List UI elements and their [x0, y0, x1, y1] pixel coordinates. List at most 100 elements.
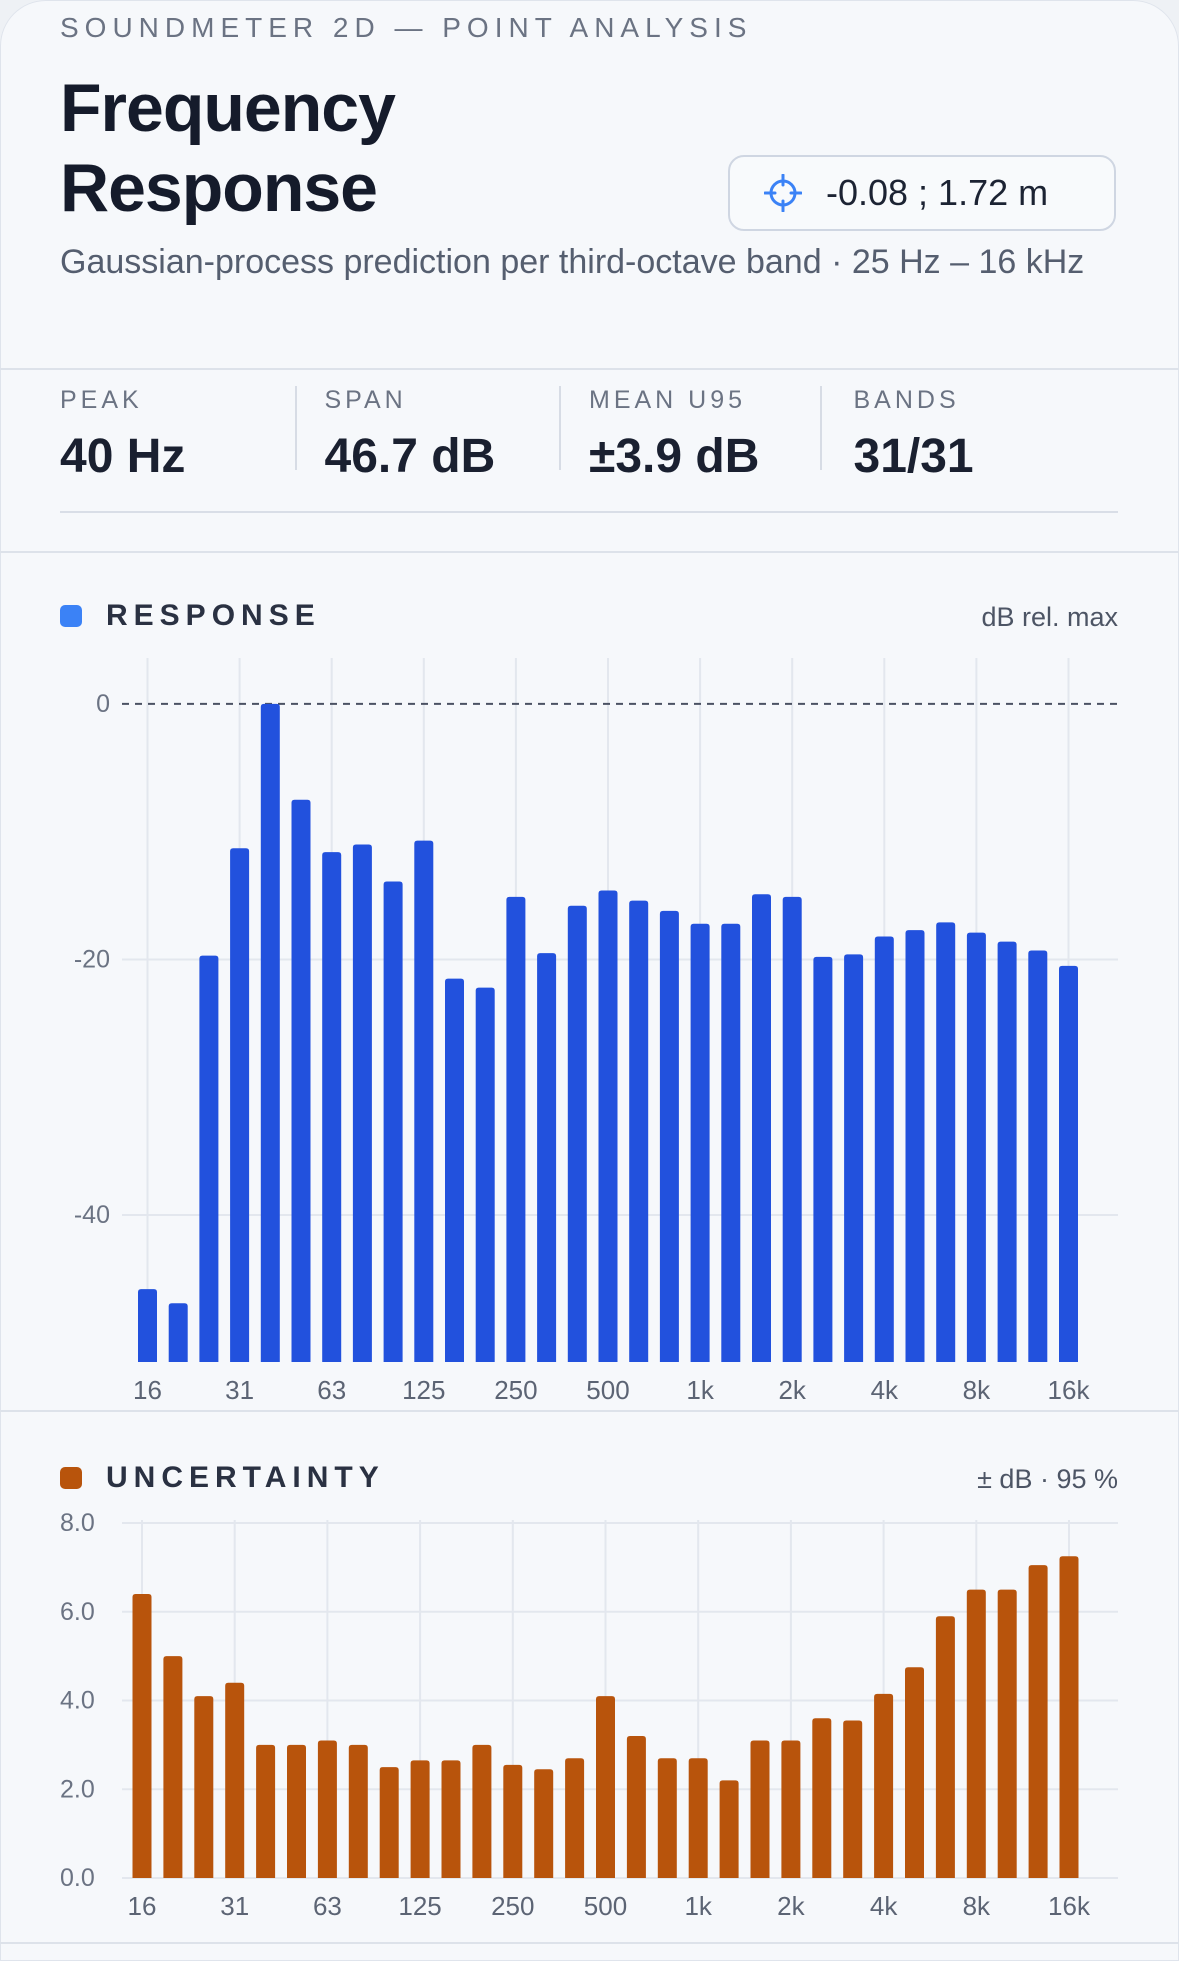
bar — [1028, 1565, 1048, 1878]
x-tick-label: 16 — [128, 1891, 157, 1921]
uncertainty-header: UNCERTAINTY — [60, 1461, 385, 1495]
page-subtitle: Gaussian-process prediction per third-oc… — [60, 243, 1085, 281]
bar — [721, 923, 741, 1362]
bar — [812, 1718, 832, 1878]
y-tick-label: 2.0 — [60, 1775, 95, 1803]
bar — [1028, 950, 1048, 1362]
bar — [598, 890, 618, 1362]
x-tick-label: 8k — [963, 1375, 991, 1405]
stat-divider — [819, 386, 822, 470]
y-tick-label: 0 — [96, 690, 110, 718]
bar — [874, 1693, 894, 1878]
bar — [414, 840, 434, 1362]
bar — [719, 1780, 739, 1878]
x-tick-label: 31 — [225, 1375, 254, 1405]
bar — [874, 936, 894, 1362]
bar — [287, 1744, 306, 1878]
x-tick-label: 16k — [1048, 1891, 1091, 1921]
x-tick-label: 250 — [491, 1891, 534, 1921]
bar — [383, 881, 403, 1362]
stat-value: ±3.9 dB — [589, 430, 760, 483]
coordinate-button[interactable]: -0.08 ; 1.72 m — [728, 155, 1116, 231]
crosshair-icon — [764, 174, 802, 212]
stat-label: SPAN — [324, 386, 407, 414]
uncertainty-unit: ± dB · 95 % — [977, 1464, 1118, 1494]
stat-label: BANDS — [853, 386, 960, 414]
bar — [199, 955, 219, 1362]
stat-value: 46.7 dB — [324, 430, 496, 483]
x-tick-label: 16k — [1048, 1375, 1091, 1405]
bar — [322, 852, 342, 1362]
bar — [225, 1682, 245, 1878]
bar — [534, 1769, 554, 1878]
divider — [0, 1942, 1179, 1944]
bar — [843, 1720, 863, 1878]
x-tick-label: 500 — [584, 1891, 627, 1921]
divider — [60, 511, 1118, 513]
bar — [997, 941, 1017, 1362]
bar — [659, 910, 679, 1362]
bar — [1059, 1556, 1079, 1878]
bar — [781, 1740, 801, 1878]
bar — [1059, 965, 1078, 1362]
bar — [629, 900, 649, 1362]
bar — [565, 1758, 585, 1878]
bar — [348, 1744, 368, 1878]
response-header: RESPONSE — [60, 599, 321, 633]
x-tick-label: 125 — [402, 1375, 445, 1405]
x-tick-label: 2k — [777, 1891, 805, 1921]
bar — [688, 1758, 708, 1878]
x-tick-label: 4k — [870, 1891, 898, 1921]
bar — [844, 954, 864, 1362]
bar — [441, 1760, 461, 1878]
bar — [567, 905, 587, 1362]
app-eyebrow: SOUNDMETER 2D — POINT ANALYSIS — [60, 12, 753, 43]
bar — [626, 1736, 646, 1878]
bar — [506, 896, 526, 1362]
stats-row: PEAK 40 Hz SPAN 46.7 dB MEAN U95 ±3.9 dB… — [60, 386, 1118, 486]
stat-value: 31/31 — [853, 430, 974, 483]
bar — [966, 1589, 986, 1878]
response-chart: 0 -20 -40 16 31 63 125 250 500 1k 2k 4k 8k 16k — [74, 658, 1118, 1405]
y-tick-label: 6.0 — [60, 1598, 95, 1626]
stat-peak: PEAK 40 Hz — [60, 386, 325, 486]
stat-divider — [294, 386, 297, 470]
stat-mean-u95: MEAN U95 ±3.9 dB — [559, 386, 854, 486]
bar — [230, 848, 250, 1362]
page-title: Frequency Response — [60, 70, 396, 226]
divider — [0, 368, 1179, 370]
bar — [905, 1667, 924, 1878]
y-tick-label: 4.0 — [60, 1687, 95, 1715]
bar — [445, 978, 464, 1362]
bar — [168, 1303, 188, 1362]
bar — [291, 799, 311, 1362]
divider — [0, 1410, 1179, 1412]
x-tick-label: 16 — [133, 1375, 162, 1405]
y-tick-label: -40 — [74, 1201, 110, 1229]
stat-value: 40 Hz — [60, 430, 186, 483]
bar — [352, 844, 372, 1362]
bar — [752, 894, 771, 1362]
uncertainty-legend-swatch — [60, 1467, 82, 1489]
bar — [935, 1616, 955, 1878]
x-tick-label: 1k — [686, 1375, 714, 1405]
x-tick-label: 63 — [317, 1375, 346, 1405]
bar — [410, 1760, 430, 1878]
bar — [997, 1589, 1017, 1878]
y-tick-label: 8.0 — [60, 1509, 95, 1537]
bar — [966, 932, 986, 1362]
x-tick-label: 500 — [586, 1375, 629, 1405]
bar — [537, 953, 557, 1362]
bar — [690, 923, 710, 1362]
uncertainty-chart: 0.0 2.0 4.0 6.0 8.0 16 31 63 125 250 500 1k 2k 4k 8k 16… — [60, 1509, 1118, 1921]
stat-label: MEAN U95 — [589, 386, 747, 414]
stat-label: PEAK — [60, 386, 143, 414]
response-legend-swatch — [60, 605, 82, 627]
bar — [936, 922, 956, 1362]
bar — [260, 703, 280, 1362]
x-tick-label: 31 — [220, 1891, 249, 1921]
bar — [475, 987, 495, 1362]
coordinate-value: -0.08 ; 1.72 m — [826, 172, 1049, 213]
x-tick-label: 63 — [313, 1891, 342, 1921]
stat-span: SPAN 46.7 dB — [294, 386, 590, 486]
